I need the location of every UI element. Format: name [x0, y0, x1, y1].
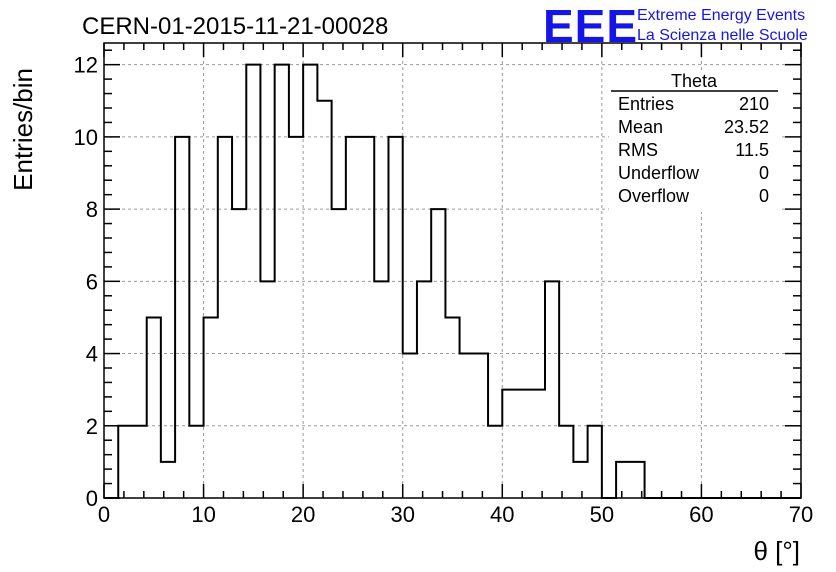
stats-rows: Entries 210 Mean 23.52 RMS 11.5 Underflow 0 Over…: [618, 94, 769, 206]
x-tick-label: 40: [490, 502, 514, 527]
y-tick-label: 6: [86, 269, 98, 294]
stats-value: 11.5: [735, 140, 769, 160]
x-tick-label: 50: [590, 502, 614, 527]
y-tick-label: 12: [74, 53, 98, 78]
chart-title: CERN-01-2015-11-21-00028: [82, 13, 388, 40]
histogram-line: [104, 63, 801, 499]
stats-title: Theta: [671, 71, 718, 91]
x-tick-label: 70: [789, 502, 813, 527]
y-tick-label: 4: [86, 342, 98, 367]
x-axis: 0 10 20 30 40 50 60 70: [98, 43, 813, 527]
stats-label: Overflow: [618, 186, 690, 206]
x-axis-label: θ [°]: [753, 536, 800, 566]
logo-mark: EEE: [543, 0, 638, 52]
plot-frame-border: [103, 42, 802, 499]
x-tick-label: 30: [390, 502, 414, 527]
logo-line-2: La Scienza nelle Scuole: [637, 27, 808, 44]
stats-value: 0: [759, 186, 769, 206]
y-tick-label: 2: [86, 414, 98, 439]
stats-value: 23.52: [724, 117, 769, 137]
stats-value: 0: [759, 163, 769, 183]
stats-label: RMS: [618, 140, 658, 160]
x-tick-label: 60: [689, 502, 713, 527]
stats-box-frame: [609, 70, 779, 212]
y-axis-label: Entries/bin: [8, 68, 38, 191]
stats-label: Underflow: [618, 163, 700, 183]
y-tick-label: 0: [86, 486, 98, 511]
x-tick-label: 20: [291, 502, 315, 527]
stats-label: Entries: [618, 94, 674, 114]
logo-line-1: Extreme Energy Events: [637, 7, 805, 24]
y-tick-label: 8: [86, 197, 98, 222]
stats-value: 210: [739, 94, 769, 114]
y-axis: 0 2 4 6 8 10 12: [74, 49, 801, 511]
stats-box: Theta Entries 210 Mean 23.52 RMS 11.5 Underflo…: [609, 70, 779, 212]
x-tick-label: 10: [191, 502, 215, 527]
plot-frame: [103, 42, 802, 499]
y-tick-label: 10: [74, 125, 98, 150]
x-tick-label: 0: [98, 502, 110, 527]
stats-label: Mean: [618, 117, 663, 137]
eee-logo: EEE Extreme Energy Events La Scienza nel…: [543, 0, 808, 52]
